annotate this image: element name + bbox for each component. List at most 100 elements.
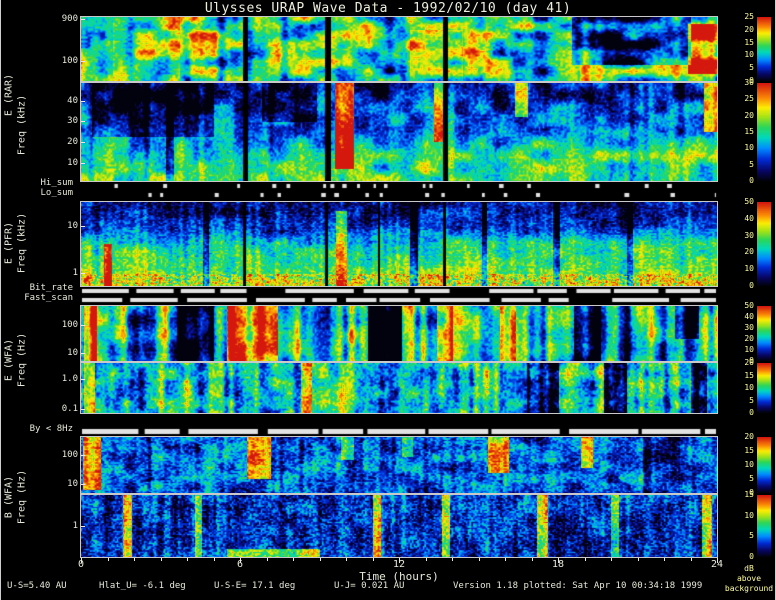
xtick-label-12: 12 xyxy=(392,559,406,570)
version-stamp: Version 1.18 plotted: Sat Apr 10 00:34:1… xyxy=(453,581,703,591)
colorbar-caption-above: above xyxy=(736,574,762,583)
colorbar-gradient-ewfa_hi xyxy=(757,306,771,361)
xtick-mark xyxy=(293,558,294,561)
ytick-label-rar_lo-40: 40 xyxy=(67,96,78,106)
ytick-label-ewfa_hi-10: 10 xyxy=(67,348,78,358)
strip-canvas-hi_sum xyxy=(81,183,717,189)
strip-bit_rate xyxy=(81,288,717,294)
colorbar-label-rar_lo-0: 0 xyxy=(749,176,754,185)
ytick-mark xyxy=(81,226,85,227)
colorbar-label-bwfa_hi-5: 5 xyxy=(749,474,754,483)
ytick-label-bwfa_hi-10: 10 xyxy=(67,479,78,489)
xtick-mark xyxy=(664,558,665,561)
xtick-mark xyxy=(637,558,639,561)
colorbar-label-pfr-40: 40 xyxy=(744,214,754,223)
axis-label-freq-hz-ewfa: Freq (Hz) xyxy=(16,332,28,388)
xtick-mark xyxy=(213,558,215,561)
status-uj-distance: U-J= 0.021 AU xyxy=(334,581,405,591)
ytick-mark xyxy=(81,101,85,102)
xtick-mark xyxy=(452,558,453,561)
colorbar-label-rar_hi-25: 25 xyxy=(744,12,754,21)
colorbar-ewfa_hi xyxy=(757,306,771,361)
colorbar-label-rar_lo-20: 20 xyxy=(744,111,754,120)
colorbar-label-rar_lo-25: 25 xyxy=(744,94,754,103)
spectrogram-canvas-rar_hi xyxy=(81,17,717,81)
colorbar-pfr xyxy=(757,202,771,286)
ytick-mark xyxy=(81,163,85,164)
ytick-mark xyxy=(81,19,85,20)
colorbar-label-pfr-20: 20 xyxy=(744,247,754,256)
colorbar-label-bwfa_hi-0: 0 xyxy=(749,488,754,497)
ytick-label-pfr-10: 10 xyxy=(67,221,78,231)
xtick-label-24: 24 xyxy=(710,559,724,570)
xtick-mark xyxy=(160,558,162,561)
ytick-mark xyxy=(81,353,85,354)
colorbar-label-ewfa_lo-20: 20 xyxy=(744,358,754,367)
xtick-mark xyxy=(319,558,321,561)
xtick-label-18: 18 xyxy=(551,559,565,570)
axis-label-e-pfr: E (PFR) xyxy=(3,221,15,265)
ytick-mark xyxy=(81,273,85,274)
colorbar-label-pfr-10: 10 xyxy=(744,264,754,273)
strip-label-bit-rate: Bit_rate xyxy=(29,283,73,293)
colorbar-rar_lo xyxy=(757,83,771,181)
colorbar-label-rar_lo-30: 30 xyxy=(744,78,754,87)
ytick-mark xyxy=(81,455,85,456)
spectrogram-canvas-bwfa_hi xyxy=(81,437,717,493)
strip-hi_sum xyxy=(81,183,717,189)
colorbar-gradient-rar_lo xyxy=(757,83,771,181)
spectrogram-panel-rar_hi xyxy=(80,16,718,82)
colorbar-rar_hi xyxy=(757,17,771,81)
strip-lo_sum xyxy=(81,192,717,198)
colorbar-label-ewfa_lo-5: 5 xyxy=(749,396,754,405)
xtick-label-6: 6 xyxy=(236,559,244,570)
colorbar-label-rar_hi-15: 15 xyxy=(744,38,754,47)
colorbar-label-rar_hi-0: 0 xyxy=(749,76,754,85)
colorbar-gradient-pfr xyxy=(757,202,771,286)
colorbar-caption-background: background xyxy=(724,584,774,593)
colorbar-label-ewfa_hi-20: 20 xyxy=(744,334,754,343)
xtick-label-0: 0 xyxy=(77,559,85,570)
spectrogram-canvas-rar_lo xyxy=(81,83,717,181)
ytick-label-ewfa_hi-100: 100 xyxy=(61,320,78,330)
ytick-label-rar_lo-10: 10 xyxy=(67,158,78,168)
colorbar-label-ewfa_hi-40: 40 xyxy=(744,312,754,321)
xtick-mark xyxy=(531,558,533,561)
xtick-mark-major xyxy=(558,558,559,563)
ytick-label-pfr-1: 1 xyxy=(72,268,78,278)
colorbar-label-ewfa_hi-50: 50 xyxy=(744,301,754,310)
colorbar-label-ewfa_lo-0: 0 xyxy=(749,408,754,417)
status-us-distance: U-S=5.40 AU xyxy=(7,581,67,591)
spectrogram-panel-ewfa_lo xyxy=(80,362,718,414)
colorbar-label-rar_hi-5: 5 xyxy=(749,63,754,72)
strip-canvas-by8 xyxy=(81,428,717,435)
xtick-mark xyxy=(611,558,612,561)
xtick-mark xyxy=(478,558,480,561)
colorbar-label-ewfa_lo-10: 10 xyxy=(744,383,754,392)
spectrogram-panel-bwfa_hi xyxy=(80,436,718,494)
colorbar-label-bwfa_hi-20: 20 xyxy=(744,432,754,441)
ytick-label-rar_hi-100: 100 xyxy=(61,56,78,66)
spectrogram-canvas-pfr xyxy=(81,202,717,286)
strip-label-lo-sum: Lo_sum xyxy=(40,188,73,198)
ytick-label-bwfa_lo-1: 1 xyxy=(72,521,78,531)
colorbar-label-pfr-50: 50 xyxy=(744,197,754,206)
xtick-mark xyxy=(107,558,109,561)
xtick-mark xyxy=(187,558,188,561)
x-axis-title: Time (hours) xyxy=(359,570,439,583)
strip-fast_scan xyxy=(81,297,717,303)
plot-title: Ulysses URAP Wave Data - 1992/02/10 (day… xyxy=(204,1,572,16)
colorbar-label-ewfa_hi-10: 10 xyxy=(744,345,754,354)
strip-label-by-8hz: By < 8Hz xyxy=(29,424,73,434)
colorbar-label-ewfa_hi-0: 0 xyxy=(749,356,754,365)
ytick-mark xyxy=(81,484,85,485)
colorbar-label-bwfa_lo-0: 0 xyxy=(749,552,754,561)
xtick-mark xyxy=(505,558,506,561)
spectrogram-canvas-ewfa_lo xyxy=(81,363,717,413)
ytick-label-rar_lo-20: 20 xyxy=(67,137,78,147)
colorbar-ewfa_lo xyxy=(757,363,771,413)
xtick-mark xyxy=(134,558,135,561)
colorbar-label-bwfa_hi-10: 10 xyxy=(744,460,754,469)
colorbar-label-pfr-30: 30 xyxy=(744,231,754,240)
